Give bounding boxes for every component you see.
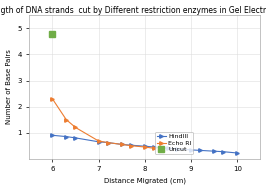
HindIII [189,149,193,151]
Line: Echo RI: Echo RI [51,97,156,150]
HindIII [236,152,239,154]
Echo RI [74,126,77,129]
HindIII [199,149,202,152]
Title: Length of DNA strands  cut by Different restriction enzymes in Gel Electrophores: Length of DNA strands cut by Different r… [0,6,266,15]
HindIII [213,150,216,152]
HindIII [166,147,169,150]
HindIII [120,143,123,146]
Echo RI [129,145,132,147]
HindIII [65,135,68,138]
HindIII [222,150,225,153]
Echo RI [106,141,109,144]
HindIII [51,134,54,136]
HindIII [176,148,179,150]
Legend: HindIII, Echo RI, Uncut: HindIII, Echo RI, Uncut [155,132,193,154]
HindIII [129,144,132,146]
HindIII [106,141,109,144]
Echo RI [152,147,156,150]
X-axis label: Distance Migrated (cm): Distance Migrated (cm) [104,178,186,184]
HindIII [97,141,100,143]
Echo RI [51,98,54,100]
Line: HindIII: HindIII [51,134,239,155]
Echo RI [97,140,100,142]
Y-axis label: Number of Base Pairs: Number of Base Pairs [6,50,11,124]
HindIII [74,137,77,139]
Echo RI [143,146,147,148]
Echo RI [65,119,68,121]
Echo RI [120,143,123,146]
HindIII [152,146,156,148]
HindIII [143,145,147,147]
